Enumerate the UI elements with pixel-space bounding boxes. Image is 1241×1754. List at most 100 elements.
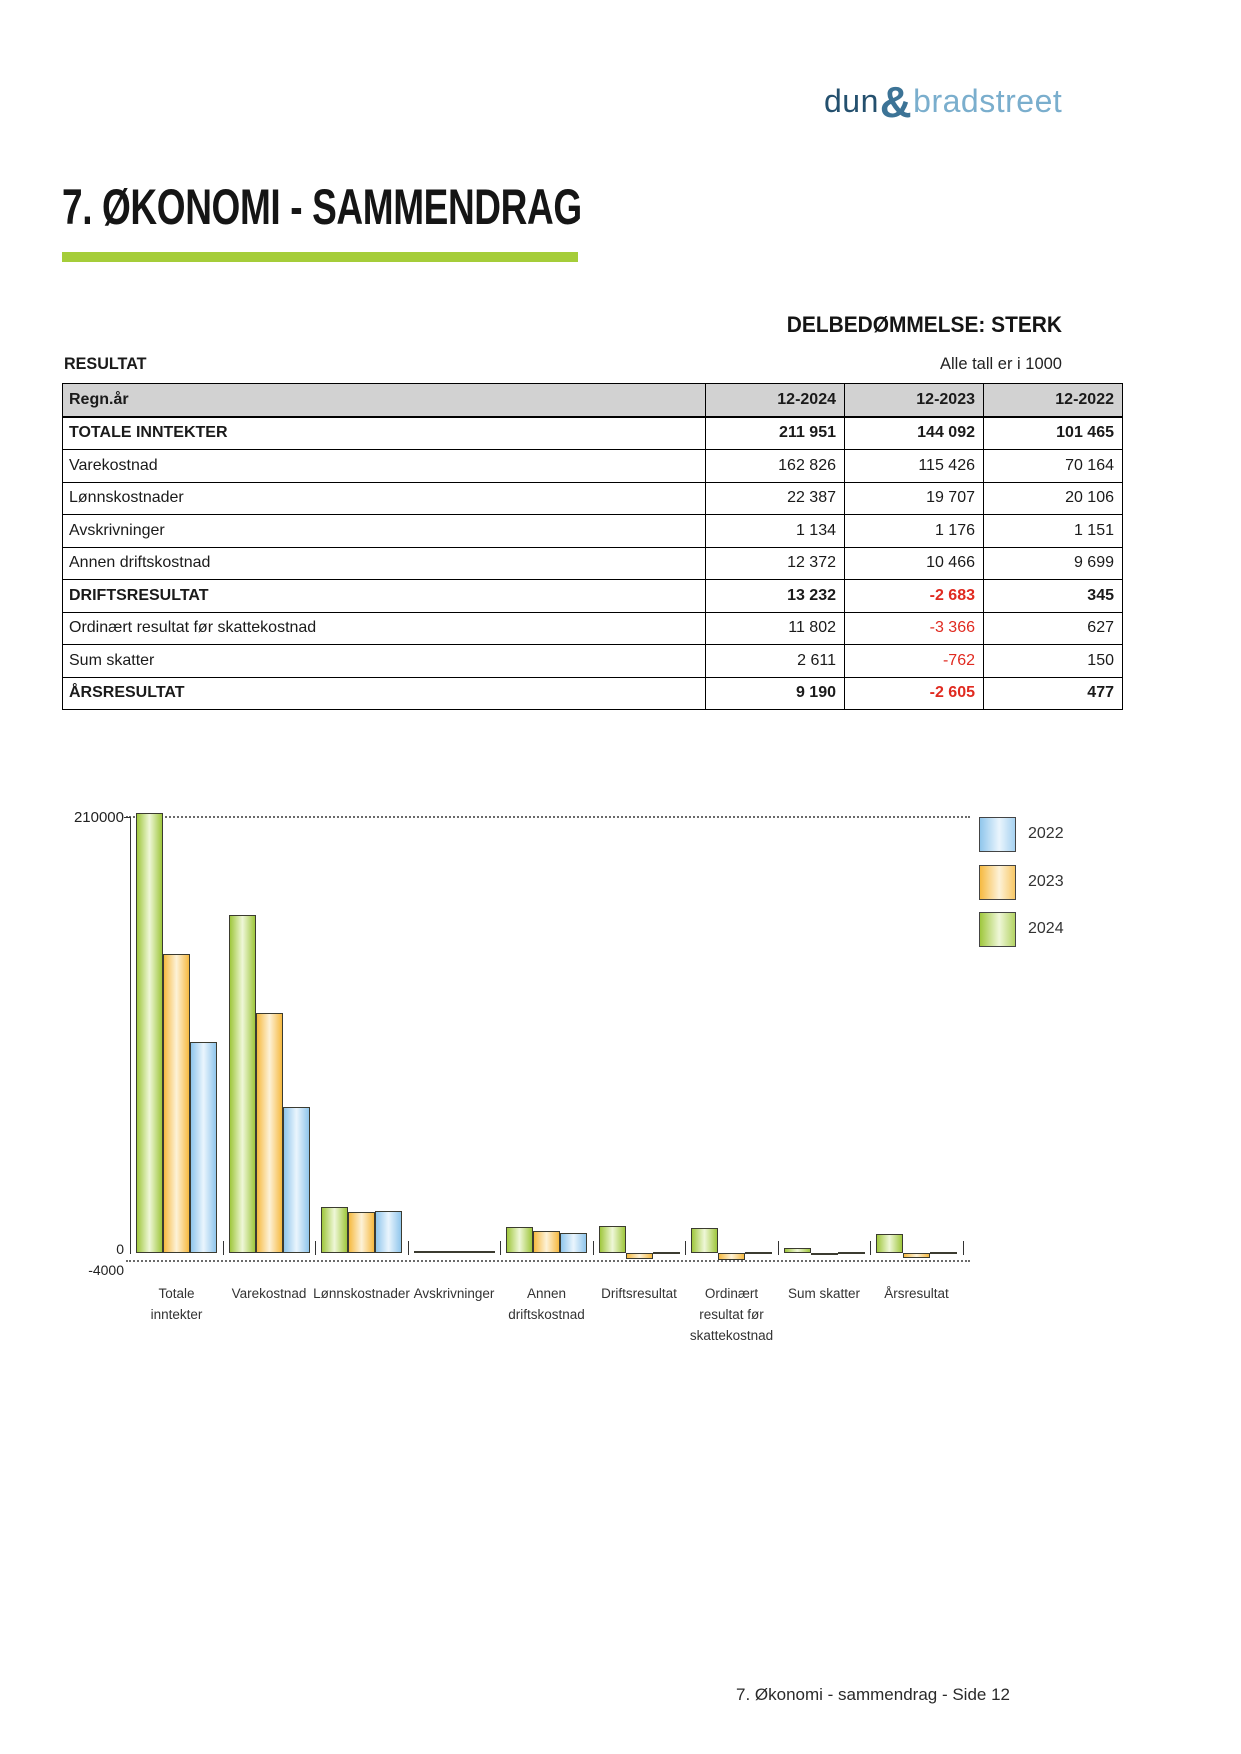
row-value: 2 611	[705, 644, 845, 678]
table-row: Avskrivninger 1 134 1 176 1 151	[62, 514, 1123, 548]
row-label: TOTALE INNTEKTER	[62, 416, 706, 450]
row-value: 1 134	[705, 514, 845, 548]
row-value: 1 151	[983, 514, 1123, 548]
page-footer: 7. Økonomi - sammendrag - Side 12	[735, 1685, 1010, 1704]
row-label: Avskrivninger	[62, 514, 706, 548]
row-value: 10 466	[844, 546, 984, 580]
row-value: -762	[844, 644, 984, 678]
chart-bar-2023	[810, 1253, 838, 1255]
x-axis-category-label: Annen driftskostnad	[508, 1286, 585, 1322]
chart-bar-2024	[876, 1233, 903, 1253]
row-value: 101 465	[983, 416, 1123, 450]
x-axis-category-label: Driftsresultat	[601, 1286, 677, 1301]
legend-label: 2023	[1028, 872, 1064, 890]
legend-entry: 2024	[979, 912, 1089, 947]
x-axis-group-tick	[592, 1241, 594, 1255]
row-value: 162 826	[705, 449, 845, 483]
chart-bar-2024	[506, 1227, 533, 1253]
x-axis-group-tick	[962, 1241, 964, 1255]
logo-text-dun: dun	[824, 83, 879, 119]
chart-bar-2024	[783, 1247, 811, 1253]
chart-bar-2024	[228, 914, 256, 1253]
table-row: Annen driftskostnad 12 372 10 466 9 699	[62, 546, 1123, 580]
x-axis-category-label: Varekostnad	[231, 1286, 307, 1301]
row-value: 345	[983, 579, 1123, 613]
table-row: Ordinært resultat før skattekostnad 11 80…	[62, 611, 1123, 645]
chart-bar-2024	[691, 1228, 718, 1253]
x-axis-group-tick	[777, 1241, 779, 1255]
dun-and-bradstreet-logo: dun&bradstreet	[824, 78, 1064, 128]
chart-bar-2022	[190, 1042, 217, 1253]
x-axis-category-label: Avskrivninger	[413, 1286, 495, 1301]
sub-rating-heading: DELBEDØMMELSE: STERK	[786, 312, 1062, 337]
row-label: Annen driftskostnad	[62, 546, 706, 580]
row-value: -3 366	[844, 611, 984, 645]
row-value: 1 176	[844, 514, 984, 548]
chart-bar-2024	[136, 812, 163, 1253]
y-axis-top-tick	[124, 817, 130, 818]
chart-bar-2022	[930, 1252, 957, 1254]
column-header-year: 12-2024	[705, 383, 845, 418]
table-row: Varekostnad 162 826 115 426 70 164	[62, 449, 1123, 483]
chart-bar-2023	[163, 953, 190, 1253]
column-header-year: 12-2023	[844, 383, 984, 418]
column-header-label: Regn.år	[62, 383, 706, 418]
row-value: 115 426	[844, 449, 984, 483]
chart-bar-2022	[652, 1252, 680, 1254]
row-value: -2 683	[844, 579, 984, 613]
chart-bar-2023	[903, 1253, 930, 1259]
chart-bar-2022	[837, 1252, 865, 1254]
chart-bar-2024	[413, 1250, 441, 1253]
legend-label: 2022	[1028, 825, 1064, 842]
row-label: Lønnskostnader	[62, 481, 706, 515]
y-axis-tick-label: -4000	[88, 1262, 124, 1279]
row-value: 22 387	[705, 481, 845, 515]
title-accent-rule	[62, 252, 578, 262]
chart-bar-2023	[440, 1250, 468, 1253]
row-value: 11 802	[705, 611, 845, 645]
y-axis-line	[130, 817, 131, 1254]
row-value: 20 106	[983, 481, 1123, 515]
x-axis-group-tick	[870, 1241, 871, 1255]
row-label: Sum skatter	[62, 644, 706, 678]
chart-bar-2022	[375, 1211, 402, 1253]
x-axis-category-label: Sum skatter	[787, 1286, 861, 1301]
chart-bar-2024	[598, 1225, 626, 1253]
y-axis-tick-label: 210000	[73, 809, 124, 826]
result-section-label: RESULTAT	[64, 354, 147, 373]
table-row: Sum skatter 2 611 -762 150	[62, 644, 1123, 678]
row-label: DRIFTSRESULTAT	[62, 579, 706, 613]
row-value: 12 372	[705, 546, 845, 580]
x-axis-category-label: Årsresultat	[884, 1286, 949, 1301]
chart-bar-2023	[718, 1253, 745, 1260]
x-axis-category-label: Lønnskostnader	[313, 1286, 410, 1301]
chart-bar-2022	[745, 1251, 772, 1254]
chart-bar-2023	[625, 1253, 653, 1259]
units-note: Alle tall er i 1000	[940, 355, 1062, 373]
logo-ampersand-icon: &	[879, 78, 913, 127]
row-value: 9 699	[983, 546, 1123, 580]
row-value: 9 190	[705, 676, 845, 710]
x-axis-group-tick	[315, 1241, 316, 1255]
row-value: 144 092	[844, 416, 984, 450]
table-row: Lønnskostnader 22 387 19 707 20 106	[62, 481, 1123, 515]
row-label: Varekostnad	[62, 449, 706, 483]
page-title: 7. ØKONOMI - SAMMENDRAG	[62, 179, 582, 235]
column-header-year: 12-2022	[983, 383, 1123, 418]
chart-bar-2023	[255, 1013, 283, 1253]
row-label: Ordinært resultat før skattekostnad	[62, 611, 706, 645]
row-value: -2 605	[844, 676, 984, 710]
x-axis-category-label: Ordinært resultat før skattekostnad	[689, 1286, 774, 1343]
row-value: 150	[983, 644, 1123, 678]
legend-swatch-2024	[979, 912, 1016, 947]
chart-bar-2023	[348, 1212, 375, 1253]
chart-bar-2023	[533, 1231, 560, 1253]
row-value: 13 232	[705, 579, 845, 613]
chart-bar-2024	[321, 1206, 348, 1253]
table-row: DRIFTSRESULTAT 13 232 -2 683 345	[62, 579, 1123, 613]
chart-bar-2022	[560, 1232, 587, 1253]
result-table-header: Regn.år 12-2024 12-2023 12-2022	[62, 383, 1123, 418]
legend-swatch-2022	[979, 817, 1016, 852]
legend-label: 2024	[1028, 920, 1064, 937]
